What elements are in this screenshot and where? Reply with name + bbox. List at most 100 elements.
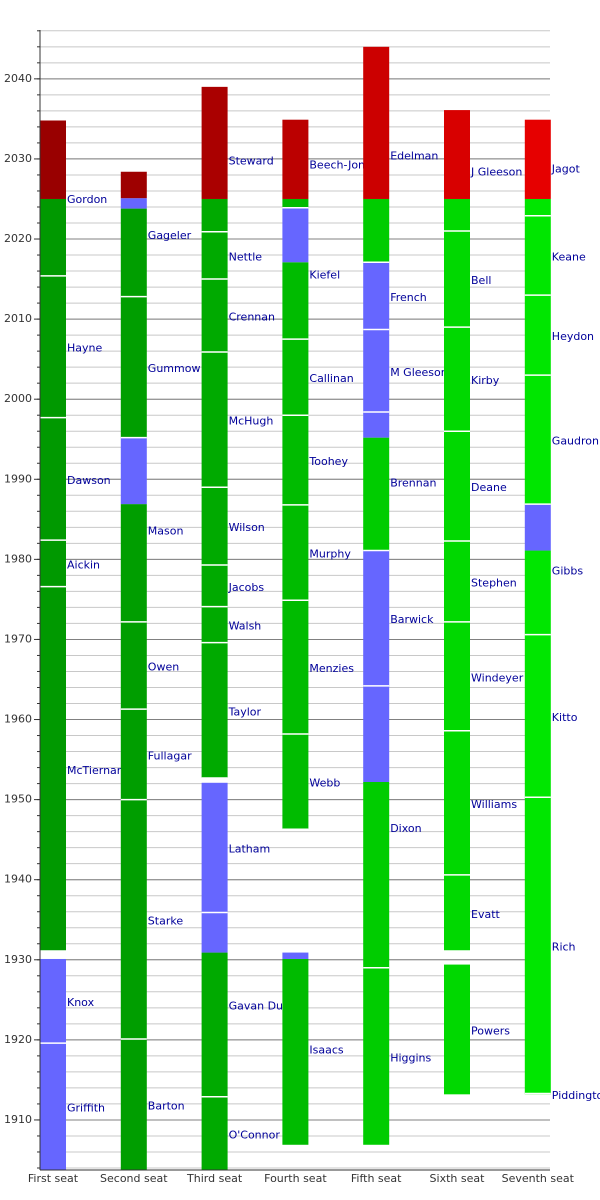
justice-label: Nettle [229,250,263,263]
tenure-bar [524,375,551,505]
tenure-bar [201,198,228,232]
justice-label: Rich [552,940,576,953]
tenure-bar [40,586,66,951]
justice-label: Mason [148,525,184,538]
justice-label: Jacobs [228,581,265,594]
y-tick-label: 1980 [4,552,32,565]
y-tick-label: 2010 [4,312,32,325]
tenure-bar [282,262,309,340]
justice-label: Walsh [229,620,262,633]
tenure-bar [201,351,228,488]
justice-label: Jagot [551,163,581,176]
tenure-bar [201,952,228,1097]
tenure-bar [201,642,228,778]
x-tick-label: Fourth seat [264,1172,327,1185]
tenure-bar [40,958,66,1044]
y-tick-label: 2040 [4,72,32,85]
tenure-bar [120,198,147,209]
y-tick-label: 1990 [4,472,32,485]
justice-label: Aickin [67,558,100,571]
justice-label: Barwick [390,613,434,626]
justice-label: Williams [471,798,517,811]
justice-label: Webb [309,777,340,790]
tenure-bar [524,797,551,1094]
tenure-bar [201,782,228,913]
tenure-bar [282,952,309,959]
justice-label: Heydon [552,330,594,343]
tenure-bar [40,540,66,587]
tenure-bar [363,967,390,1145]
y-tick-label: 2030 [4,152,32,165]
tenure-bar [201,912,228,953]
justice-label: Piddington [552,1089,600,1102]
justice-label: Dawson [67,474,111,487]
y-tick-label: 1950 [4,793,32,806]
tenure-bar [201,606,228,643]
y-tick-label: 1920 [4,1033,32,1046]
tenure-bar [524,119,551,199]
tenure-bar [444,540,470,622]
tenure-bar [120,208,147,297]
x-tick-label: Seventh seat [502,1172,575,1185]
tenure-bar [282,733,309,830]
tenure-bar [363,198,390,263]
x-tick-label: First seat [28,1172,79,1185]
tenure-bar [524,504,551,551]
tenure-bar [282,119,309,199]
justice-label: Stephen [471,576,517,589]
justice-label: McTiernan [67,764,124,777]
tenure-bar [120,709,147,800]
justice-label: Fullagar [148,749,192,762]
justice-label: Gaudron [552,435,599,448]
tenure-bar [363,685,390,782]
tenure-bar [282,958,309,1145]
y-tick-label: 1970 [4,632,32,645]
tenure-bar [40,1043,66,1170]
justice-label: Brennan [390,476,436,489]
tenure-bar [363,262,390,330]
justice-label: Starke [148,914,184,927]
justice-label: Deane [471,481,507,494]
tenure-bar [120,504,147,622]
x-tick-label: Sixth seat [430,1172,486,1185]
justice-label: Windeyer [471,671,524,684]
tenure-bar [444,327,470,432]
tenure-bar [363,329,390,413]
tenure-bar [120,437,147,505]
tenure-bar [524,295,551,376]
justice-label: Powers [471,1024,510,1037]
tenure-bar [282,207,309,263]
justice-label: Hayne [67,342,102,355]
tenure-bar [40,417,66,541]
tenure-bar [282,415,309,505]
justice-label: Bell [471,274,491,287]
y-tick-label: 2000 [4,392,32,405]
tenure-bar [201,86,228,199]
justice-label: Barton [148,1100,185,1113]
tenure-bar [120,171,147,199]
tenure-bar [444,431,470,541]
tenure-bar [444,621,470,731]
justice-label: M Gleeson [390,366,448,379]
tenure-bar [201,1096,228,1170]
y-tick-label: 1960 [4,713,32,726]
tenure-bar [282,504,309,601]
tenure-bar [363,781,390,968]
justice-label: Toohey [308,455,348,468]
tenure-bar [40,275,66,418]
y-tick-label: 1940 [4,873,32,886]
justice-label: Kitto [552,711,578,724]
justice-label: Beech-Jones [309,159,377,172]
x-tick-label: Fifth seat [351,1172,402,1185]
tenure-bar [363,550,390,686]
tenure-bar [444,964,470,1095]
justice-label: Murphy [309,548,351,561]
tenure-bar [282,600,309,734]
tenure-bar [120,296,147,438]
justice-label: O'Connor [229,1128,281,1141]
tenure-bar [363,437,390,551]
x-tick-label: Third seat [186,1172,243,1185]
justice-label: Latham [229,843,271,856]
justice-label: Kirby [471,374,500,387]
